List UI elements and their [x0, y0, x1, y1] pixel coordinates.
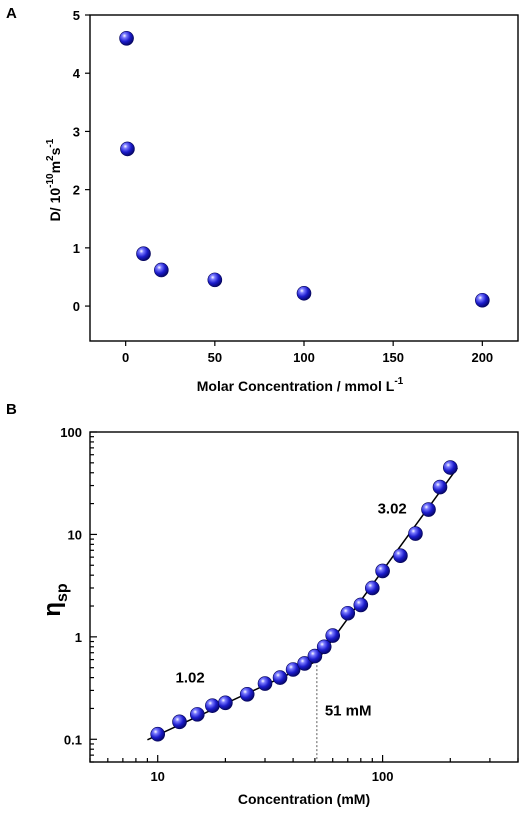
panel-a-y-label-3: m: [47, 161, 63, 173]
panel-b-y-axis-label: ηsp: [39, 583, 71, 617]
panel-a-data-point: [296, 285, 312, 301]
panel-a-letter: A: [6, 5, 17, 22]
panel-a-y-tick-label: 2: [73, 183, 80, 198]
panel-a-points: [119, 30, 490, 308]
panel-a-y-label-1: D/ 10: [47, 188, 63, 222]
panel-b-data-point: [205, 698, 220, 713]
panel-b-data-point: [421, 502, 436, 517]
fit-line-high: [316, 467, 458, 662]
panel-a-x-axis-label: Molar Concentration / mmol L-1: [197, 376, 404, 394]
panel-a-y-tick-label: 0: [73, 299, 80, 314]
panel-b-data-point: [190, 707, 205, 722]
panel-b-y-tick-label: 1: [75, 630, 82, 645]
panel-b-data-point: [408, 526, 423, 541]
panel-b-data-point: [150, 726, 166, 742]
panel-b-x-tick-label: 100: [372, 769, 394, 784]
panel-b-data-point: [353, 597, 369, 613]
panel-b-data-point: [307, 648, 323, 664]
panel-b-data-point: [218, 695, 233, 711]
panel-b-data-point: [432, 479, 448, 495]
panel-b-y-label-sub: sp: [54, 583, 71, 602]
panel-b-x-axis-label: Concentration (mM): [238, 791, 370, 807]
panel-b-x-tick-label: 10: [150, 769, 164, 784]
panel-b-y-tick-label: 0.1: [64, 732, 82, 747]
panel-a-x-label-main: Molar Concentration / mmol L: [197, 378, 395, 394]
panel-b-data-point: [393, 548, 408, 563]
panel-a-x-tick-label: 150: [382, 350, 404, 365]
panel-a-x-tick-label: 100: [293, 350, 315, 365]
panel-a-data-point: [119, 30, 134, 46]
panel-a-data-point: [154, 262, 169, 278]
panel-a-data-point: [136, 246, 151, 261]
panel-b-data-point: [375, 563, 390, 579]
panel-b-data-point: [239, 686, 255, 702]
panel-a-y-tick-label: 5: [73, 8, 80, 23]
panel-b-y-label-main: η: [39, 602, 66, 617]
panel-a-y-tick-label: 3: [73, 124, 80, 139]
panel-a-x-label-sup: -1: [394, 376, 403, 387]
panel-a-y-label-6: -1: [45, 138, 56, 147]
panel-b-data-point: [257, 676, 273, 691]
panel-a-y-tick-label: 4: [73, 66, 81, 81]
panel-b-data-point: [297, 656, 312, 671]
panel-b-letter: B: [6, 401, 17, 418]
panel-b-ticks: 10 100 0.1 1 10 100: [60, 425, 519, 784]
panel-a-y-label-4: 2: [45, 155, 56, 161]
panel-b-data-point: [365, 580, 380, 596]
panel-a-data-point: [207, 272, 223, 288]
panel-b-chart: B 10 100 0.1 1 10 100 51 mM 1.02 3.02 Concent…: [6, 401, 519, 807]
panel-b-data-point: [172, 714, 187, 730]
panel-b-data-point: [325, 628, 341, 643]
panel-a-x-tick-label: 50: [208, 350, 222, 365]
panel-a-y-label-2: -10: [45, 173, 56, 188]
panel-a-x-tick-label: 0: [122, 350, 129, 365]
panel-b-points: [150, 460, 458, 742]
panel-b-y-tick-label: 10: [68, 527, 82, 542]
panel-b-frame: [89, 431, 519, 763]
panel-b-data-point: [442, 460, 458, 475]
fit-line-high-slope-label: 3.02: [378, 501, 407, 518]
panel-a-y-label-5: s: [47, 147, 63, 155]
panel-b-y-tick-label: 100: [60, 425, 82, 440]
panel-a-y-tick-label: 1: [73, 241, 80, 256]
panel-a-chart: A 0 50 100 150 200 0 1 2 3 4 5 Molar Concentration…: [6, 5, 519, 394]
panel-a-ticks: 0 50 100 150 200 0 1 2 3 4 5: [73, 8, 493, 365]
fit-line-low-slope-label: 1.02: [176, 669, 205, 686]
critical-concentration-label: 51 mM: [325, 703, 372, 720]
panel-a-data-point: [120, 141, 135, 157]
panel-b-data-point: [316, 639, 332, 655]
panel-a-y-axis-label: D/ 10-10m2s-1: [45, 138, 63, 221]
panel-b-data-point: [285, 662, 301, 677]
panel-a-x-tick-label: 200: [471, 350, 493, 365]
panel-a-data-point: [475, 292, 490, 308]
panel-b-data-point: [340, 605, 356, 621]
panel-b-data-point: [272, 670, 288, 685]
